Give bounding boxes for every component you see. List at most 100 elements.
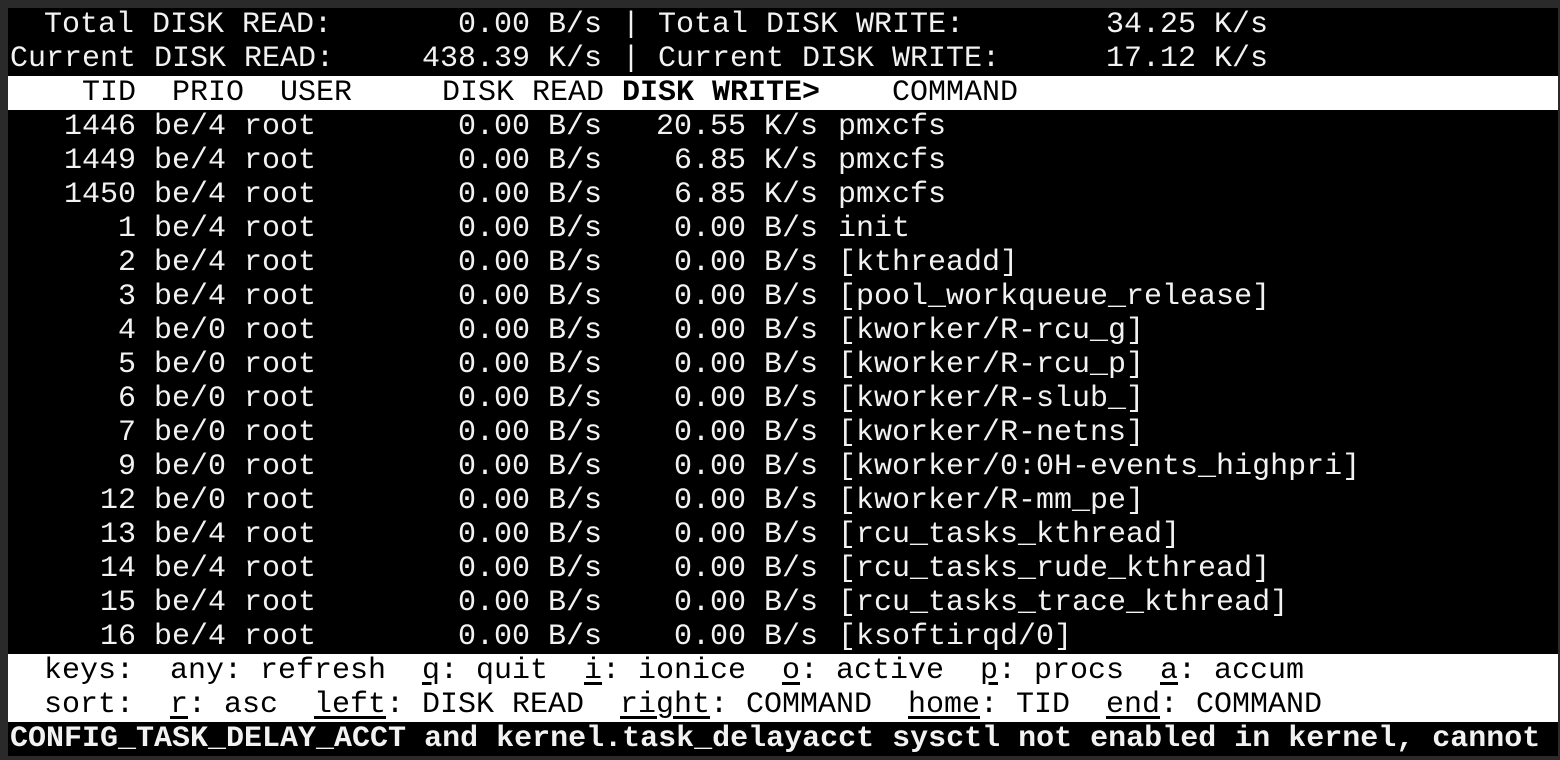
column-tid[interactable]: TID: [81, 76, 136, 110]
process-disk-write: 0.00 B/s: [673, 552, 818, 586]
process-disk-write: 0.00 B/s: [673, 314, 818, 348]
process-prio: be/4: [154, 110, 227, 144]
total-read-value: 0.00 B/s: [457, 8, 602, 42]
hotkey-desc: refresh: [260, 654, 387, 688]
process-tid: 12: [99, 484, 136, 518]
process-command: [rcu_tasks_kthread]: [838, 518, 1181, 552]
process-disk-read: 0.00 B/s: [457, 620, 602, 654]
column-disk-read[interactable]: DISK READ: [442, 76, 605, 110]
process-command: [rcu_tasks_rude_kthread]: [838, 552, 1271, 586]
process-user: root: [244, 314, 317, 348]
process-user: root: [244, 246, 317, 280]
hotkey-desc: COMMAND: [1196, 688, 1323, 722]
key-o: o: active: [782, 654, 945, 688]
process-user: root: [244, 450, 317, 484]
process-prio: be/0: [154, 416, 227, 450]
process-user: root: [244, 382, 317, 416]
process-user: root: [244, 518, 317, 552]
process-prio: be/0: [154, 450, 227, 484]
hotkey: p: [980, 654, 999, 688]
hotkey: r: [170, 688, 189, 722]
column-prio[interactable]: PRIO: [172, 76, 245, 110]
keys-help-line: keys: any: refresh q: quit i: ionice o: …: [8, 654, 1558, 688]
keys-label: keys:: [44, 654, 135, 688]
process-disk-read: 0.00 B/s: [457, 178, 602, 212]
process-disk-write: 0.00 B/s: [673, 280, 818, 314]
column-user[interactable]: USER: [280, 76, 353, 110]
process-disk-read: 0.00 B/s: [457, 484, 602, 518]
table-row[interactable]: 6 be/0 root 0.00 B/s 0.00 B/s [kworker/R-slub…: [8, 382, 1558, 416]
table-row[interactable]: 3 be/4 root 0.00 B/s 0.00 B/s [pool_workqueue…: [8, 280, 1558, 314]
process-command: pmxcfs: [838, 144, 947, 178]
table-row[interactable]: 2 be/4 root 0.00 B/s 0.00 B/s [kthreadd]: [8, 246, 1558, 280]
warning-line: CONFIG_TASK_DELAY_ACCT and kernel.task_d…: [8, 722, 1558, 756]
table-row[interactable]: 14 be/4 root 0.00 B/s 0.00 B/s [rcu_tasks_rud…: [8, 552, 1558, 586]
process-tid: 6: [117, 382, 136, 416]
table-row[interactable]: 1 be/4 root 0.00 B/s 0.00 B/s init: [8, 212, 1558, 246]
table-row[interactable]: 1446 be/4 root 0.00 B/s 20.55 K/s pmxcfs: [8, 110, 1558, 144]
process-prio: be/4: [154, 178, 227, 212]
process-disk-read: 0.00 B/s: [457, 348, 602, 382]
table-row[interactable]: 12 be/0 root 0.00 B/s 0.00 B/s [kworker/R-mm_…: [8, 484, 1558, 518]
separator: |: [622, 42, 641, 76]
table-row[interactable]: 7 be/0 root 0.00 B/s 0.00 B/s [kworker/R-netn…: [8, 416, 1558, 450]
process-tid: 5: [117, 348, 136, 382]
table-row[interactable]: 16 be/4 root 0.00 B/s 0.00 B/s [ksoftirqd/0]: [8, 620, 1558, 654]
process-tid: 1446: [63, 110, 136, 144]
process-prio: be/4: [154, 552, 227, 586]
sort-key-end: end: COMMAND: [1106, 688, 1323, 722]
process-disk-write: 0.00 B/s: [673, 416, 818, 450]
process-disk-read: 0.00 B/s: [457, 518, 602, 552]
process-prio: be/4: [154, 144, 227, 178]
process-prio: be/4: [154, 518, 227, 552]
hotkey-desc: quit: [476, 654, 549, 688]
column-disk-write-sorted[interactable]: DISK WRITE>: [622, 76, 821, 110]
process-user: root: [244, 144, 317, 178]
process-command: pmxcfs: [838, 110, 947, 144]
table-row[interactable]: 4 be/0 root 0.00 B/s 0.00 B/s [kworker/R-rcu_…: [8, 314, 1558, 348]
process-disk-read: 0.00 B/s: [457, 416, 602, 450]
table-row[interactable]: 15 be/4 root 0.00 B/s 0.00 B/s [rcu_tasks_tra…: [8, 586, 1558, 620]
table-row[interactable]: 9 be/0 root 0.00 B/s 0.00 B/s [kworker/0:0H-e…: [8, 450, 1558, 484]
process-command: pmxcfs: [838, 178, 947, 212]
total-read-label: Total DISK READ:: [44, 8, 333, 42]
hotkey: any: [170, 654, 225, 688]
process-user: root: [244, 620, 317, 654]
column-command[interactable]: COMMAND: [892, 76, 1019, 110]
current-write-label: Current DISK WRITE:: [658, 42, 1001, 76]
table-row[interactable]: 1449 be/4 root 0.00 B/s 6.85 K/s pmxcfs: [8, 144, 1558, 178]
process-disk-read: 0.00 B/s: [457, 110, 602, 144]
column-header: TID PRIO USER DISK READ DISK WRITE> COMM…: [8, 76, 1558, 110]
table-row[interactable]: 1450 be/4 root 0.00 B/s 6.85 K/s pmxcfs: [8, 178, 1558, 212]
sort-key-right: right: COMMAND: [620, 688, 873, 722]
process-command: [rcu_tasks_trace_kthread]: [838, 586, 1289, 620]
table-row[interactable]: 13 be/4 root 0.00 B/s 0.00 B/s [rcu_tasks_kth…: [8, 518, 1558, 552]
process-command: [ksoftirqd/0]: [838, 620, 1073, 654]
total-write-label: Total DISK WRITE:: [658, 8, 965, 42]
process-tid: 13: [99, 518, 136, 552]
process-tid: 16: [99, 620, 136, 654]
process-user: root: [244, 484, 317, 518]
process-user: root: [244, 552, 317, 586]
process-user: root: [244, 110, 317, 144]
process-prio: be/4: [154, 586, 227, 620]
process-user: root: [244, 416, 317, 450]
process-disk-write: 20.55 K/s: [655, 110, 818, 144]
process-command: [kworker/R-rcu_g]: [838, 314, 1145, 348]
terminal-window[interactable]: Total DISK READ: 0.00 B/s | Total DISK W…: [8, 8, 1558, 756]
process-prio: be/0: [154, 348, 227, 382]
process-user: root: [244, 212, 317, 246]
process-disk-read: 0.00 B/s: [457, 450, 602, 484]
current-read-value: 438.39 K/s: [421, 42, 602, 76]
hotkey: i: [584, 654, 603, 688]
hotkey: a: [1160, 654, 1179, 688]
process-command: [kworker/R-netns]: [838, 416, 1145, 450]
process-tid: 1449: [63, 144, 136, 178]
process-prio: be/4: [154, 280, 227, 314]
process-user: root: [244, 586, 317, 620]
process-tid: 1: [117, 212, 136, 246]
process-command: [kworker/R-rcu_p]: [838, 348, 1145, 382]
table-row[interactable]: 5 be/0 root 0.00 B/s 0.00 B/s [kworker/R-rcu_…: [8, 348, 1558, 382]
process-command: [kworker/R-mm_pe]: [838, 484, 1145, 518]
process-command: [kworker/0:0H-events_highpri]: [838, 450, 1361, 484]
